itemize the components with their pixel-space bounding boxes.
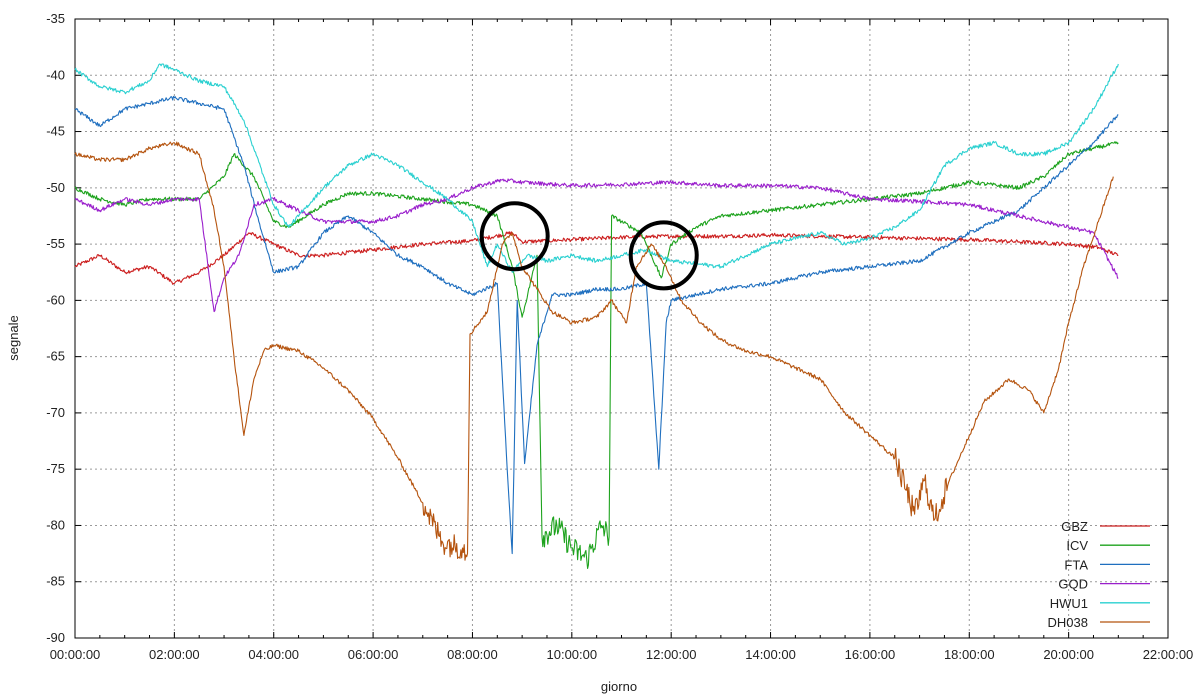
legend-label: FTA bbox=[1064, 557, 1088, 572]
y-tick-label: -90 bbox=[46, 630, 65, 645]
x-tick-label: 14:00:00 bbox=[745, 647, 796, 662]
annotation-circle bbox=[628, 220, 699, 291]
x-tick-label: 12:00:00 bbox=[646, 647, 697, 662]
legend: GBZ ICV FTA GQD HWU1 DH038 bbox=[1048, 519, 1150, 630]
y-tick-label: -60 bbox=[46, 292, 65, 307]
y-tick-label: -75 bbox=[46, 461, 65, 476]
series-line-dh038 bbox=[74, 141, 1114, 561]
legend-label: HWU1 bbox=[1050, 596, 1088, 611]
y-tick-label: -50 bbox=[46, 180, 65, 195]
x-tick-label: 22:00:00 bbox=[1143, 647, 1194, 662]
series-lines bbox=[74, 63, 1119, 570]
grid-lines bbox=[75, 19, 1168, 638]
x-tick-label: 16:00:00 bbox=[845, 647, 896, 662]
legend-label: ICV bbox=[1066, 538, 1088, 553]
series-line-gqd bbox=[74, 178, 1119, 313]
x-tick-label: 20:00:00 bbox=[1043, 647, 1094, 662]
y-tick-label: -35 bbox=[46, 11, 65, 26]
series-line-hwu1 bbox=[74, 63, 1119, 273]
annotation-circles bbox=[479, 201, 699, 291]
y-tick-label: -65 bbox=[46, 349, 65, 364]
legend-label: GQD bbox=[1058, 577, 1088, 592]
x-tick-label: 10:00:00 bbox=[547, 647, 598, 662]
y-tick-label: -80 bbox=[46, 517, 65, 532]
annotation-circle bbox=[479, 201, 550, 272]
x-tick-label: 02:00:00 bbox=[149, 647, 200, 662]
y-tick-label: -40 bbox=[46, 67, 65, 82]
series-line-icv bbox=[74, 141, 1119, 570]
x-tick-label: 06:00:00 bbox=[348, 647, 399, 662]
legend-label: DH038 bbox=[1048, 615, 1088, 630]
y-tick-label: -55 bbox=[46, 236, 65, 251]
x-tick-label: 18:00:00 bbox=[944, 647, 995, 662]
series-line-fta bbox=[74, 95, 1119, 555]
series-line-gbz bbox=[74, 231, 1119, 285]
x-tick-label: 00:00:00 bbox=[50, 647, 101, 662]
axis-ticks: 00:00:00 02:00:00 04:00:00 06:00:00 08:00:00… bbox=[46, 11, 1193, 662]
y-tick-label: -45 bbox=[46, 124, 65, 139]
y-tick-label: -85 bbox=[46, 574, 65, 589]
x-tick-label: 08:00:00 bbox=[447, 647, 498, 662]
legend-label: GBZ bbox=[1061, 519, 1088, 534]
y-axis-title: segnale bbox=[6, 315, 21, 361]
y-tick-label: -70 bbox=[46, 405, 65, 420]
x-axis-title: giorno bbox=[601, 679, 637, 694]
x-tick-label: 04:00:00 bbox=[248, 647, 299, 662]
